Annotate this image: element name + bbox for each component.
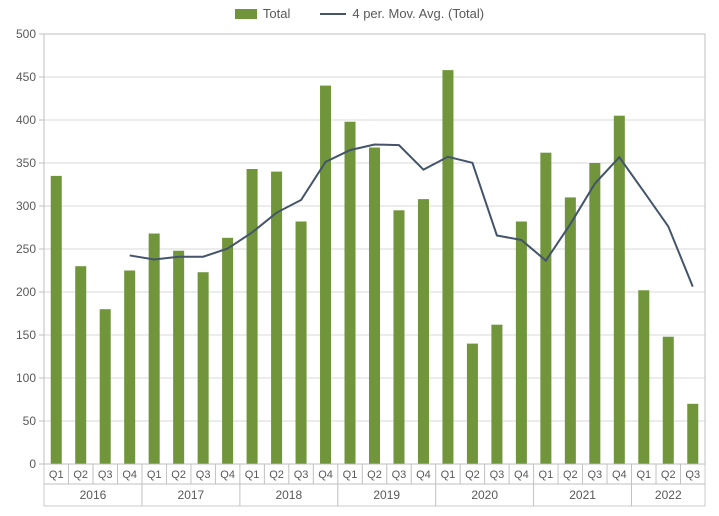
x-quarter-label: Q4 bbox=[220, 469, 235, 481]
y-axis-label: 350 bbox=[16, 156, 36, 170]
bar bbox=[687, 404, 698, 464]
x-quarter-label: Q3 bbox=[392, 469, 407, 481]
y-axis-label: 150 bbox=[16, 328, 36, 342]
y-axis-label: 300 bbox=[16, 199, 36, 213]
x-quarter-label: Q3 bbox=[98, 469, 113, 481]
legend: Total 4 per. Mov. Avg. (Total) bbox=[0, 6, 719, 21]
bar bbox=[467, 344, 478, 464]
bar bbox=[516, 221, 527, 464]
x-quarter-label: Q3 bbox=[490, 469, 505, 481]
x-quarter-label: Q2 bbox=[661, 469, 676, 481]
x-quarter-label: Q1 bbox=[343, 469, 358, 481]
legend-label-line: 4 per. Mov. Avg. (Total) bbox=[352, 6, 484, 21]
bar bbox=[320, 86, 331, 464]
x-quarter-label: Q1 bbox=[245, 469, 260, 481]
y-axis-label: 500 bbox=[16, 27, 36, 41]
bar bbox=[565, 197, 576, 464]
chart-container: Total 4 per. Mov. Avg. (Total) 0 50 100 150… bbox=[0, 0, 719, 516]
chart-svg: 0 50 100 150 200 250 300 350 400 450 500 Q1 Q2 Q3 Q4 Q1… bbox=[0, 0, 719, 516]
x-year-label: 2022 bbox=[655, 488, 682, 502]
x-quarter-label: Q4 bbox=[416, 469, 431, 481]
y-axis-label: 450 bbox=[16, 70, 36, 84]
bar bbox=[540, 153, 551, 464]
bar bbox=[100, 309, 111, 464]
bar bbox=[589, 163, 600, 464]
x-year-label: 2018 bbox=[275, 488, 302, 502]
bar bbox=[173, 251, 184, 464]
x-quarter-label: Q2 bbox=[73, 469, 88, 481]
x-quarter-label: Q1 bbox=[147, 469, 162, 481]
x-year-label: 2016 bbox=[80, 488, 107, 502]
x-quarter-label: Q3 bbox=[587, 469, 602, 481]
bar bbox=[124, 271, 135, 465]
x-quarter-label: Q4 bbox=[514, 469, 529, 481]
bar bbox=[393, 210, 404, 464]
bar bbox=[614, 116, 625, 464]
bar bbox=[491, 325, 502, 464]
x-quarter-label: Q4 bbox=[122, 469, 137, 481]
x-year-label: 2019 bbox=[373, 488, 400, 502]
x-quarter-label: Q1 bbox=[441, 469, 456, 481]
x-quarter-label: Q1 bbox=[636, 469, 651, 481]
x-year-label: 2017 bbox=[178, 488, 205, 502]
bar bbox=[663, 337, 674, 464]
x-quarter-label: Q2 bbox=[171, 469, 186, 481]
legend-item-bar: Total bbox=[235, 6, 290, 21]
x-quarter-label: Q2 bbox=[465, 469, 480, 481]
y-axis-label: 0 bbox=[29, 457, 36, 471]
x-quarter-label: Q2 bbox=[563, 469, 578, 481]
bar bbox=[296, 221, 307, 464]
x-quarter-label: Q3 bbox=[196, 469, 211, 481]
x-quarter-label: Q3 bbox=[294, 469, 309, 481]
legend-label-bar: Total bbox=[263, 6, 290, 21]
y-axis-label: 400 bbox=[16, 113, 36, 127]
y-axis-label: 50 bbox=[23, 414, 37, 428]
bar bbox=[247, 169, 258, 464]
bar bbox=[198, 272, 209, 464]
bar bbox=[149, 234, 160, 464]
bar bbox=[222, 238, 233, 464]
x-quarter-label: Q2 bbox=[367, 469, 382, 481]
x-quarter-label: Q2 bbox=[269, 469, 284, 481]
x-year-label: 2021 bbox=[569, 488, 596, 502]
bar bbox=[369, 148, 380, 464]
legend-swatch-bar bbox=[235, 9, 257, 19]
y-axis-label: 250 bbox=[16, 242, 36, 256]
x-quarter-label: Q1 bbox=[49, 469, 64, 481]
x-year-label: 2020 bbox=[471, 488, 498, 502]
legend-item-line: 4 per. Mov. Avg. (Total) bbox=[320, 6, 484, 21]
y-axis-label: 200 bbox=[16, 285, 36, 299]
legend-swatch-line bbox=[320, 13, 346, 15]
x-quarter-label: Q4 bbox=[612, 469, 627, 481]
bar bbox=[51, 176, 62, 464]
x-quarter-label: Q4 bbox=[318, 469, 333, 481]
y-axis-label: 100 bbox=[16, 371, 36, 385]
bar bbox=[638, 290, 649, 464]
bar bbox=[345, 122, 356, 464]
bar bbox=[442, 70, 453, 464]
x-quarter-label: Q3 bbox=[685, 469, 700, 481]
x-quarter-label: Q1 bbox=[539, 469, 554, 481]
bar bbox=[418, 199, 429, 464]
bar bbox=[75, 266, 86, 464]
